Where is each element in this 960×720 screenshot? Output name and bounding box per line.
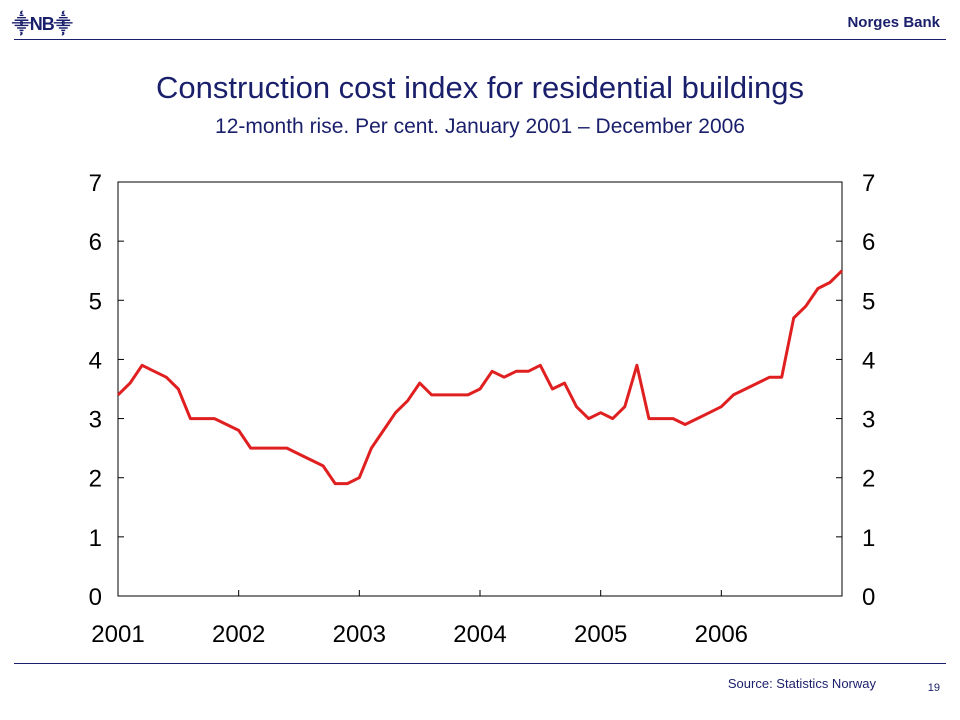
x-tick-label: 2004 bbox=[453, 621, 506, 648]
y-tick-label-right: 6 bbox=[862, 229, 875, 256]
header-divider bbox=[14, 39, 946, 40]
y-tick-label-right: 1 bbox=[862, 525, 875, 552]
y-tick-label-right: 4 bbox=[862, 347, 875, 374]
x-tick-label: 2002 bbox=[212, 621, 265, 648]
y-tick-label-right: 2 bbox=[862, 466, 875, 493]
norges-bank-logo: ⸎NB⸎ bbox=[12, 14, 73, 34]
source-note: Source: Statistics Norway bbox=[727, 676, 876, 691]
series-line-0 bbox=[116, 269, 844, 486]
y-tick-label-left: 5 bbox=[89, 288, 102, 315]
footer-divider bbox=[14, 663, 946, 664]
x-tick-label: 2005 bbox=[574, 621, 627, 648]
x-tick-label: 2003 bbox=[333, 621, 386, 648]
chart-title: Construction cost index for residential … bbox=[156, 70, 804, 105]
x-tick-label: 2006 bbox=[695, 621, 748, 648]
y-tick-label-left: 3 bbox=[89, 407, 102, 434]
y-tick-label-right: 0 bbox=[862, 584, 875, 611]
x-tick-label: 2001 bbox=[91, 621, 144, 648]
y-tick-label-left: 4 bbox=[89, 347, 102, 374]
y-tick-label-right: 3 bbox=[862, 407, 875, 434]
y-tick-label-left: 1 bbox=[89, 525, 102, 552]
chart-subtitle: 12-month rise. Per cent. January 2001 – … bbox=[215, 115, 745, 138]
y-tick-label-left: 6 bbox=[89, 229, 102, 256]
y-tick-label-right: 5 bbox=[862, 288, 875, 315]
y-tick-label-right: 7 bbox=[862, 170, 875, 197]
page-number: 19 bbox=[927, 682, 940, 694]
y-tick-label-left: 7 bbox=[89, 170, 102, 197]
bank-name: Norges Bank bbox=[847, 14, 940, 31]
y-tick-label-left: 2 bbox=[89, 466, 102, 493]
y-tick-label-left: 0 bbox=[89, 584, 102, 611]
